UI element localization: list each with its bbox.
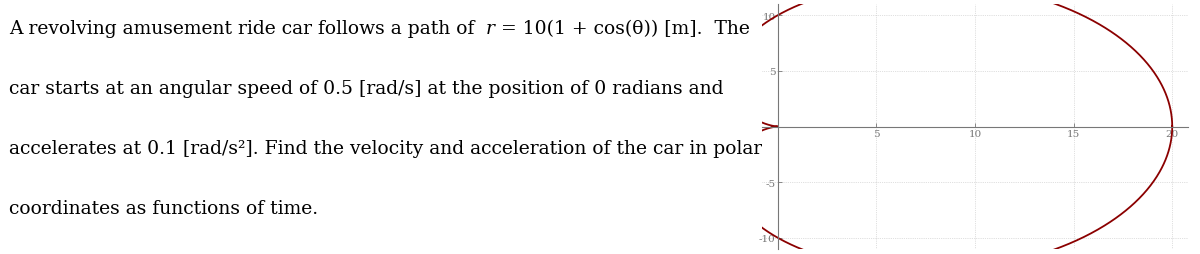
Text: A revolving amusement ride car follows a path of: A revolving amusement ride car follows a… [8, 20, 486, 38]
Text: coordinates as functions of time.: coordinates as functions of time. [8, 199, 318, 217]
Text: accelerates at 0.1 [rad/s²]. Find the velocity and acceleration of the car in po: accelerates at 0.1 [rad/s²]. Find the ve… [8, 140, 762, 158]
Text: r: r [486, 20, 496, 38]
Text: = 10(1 + cos(θ)) [m].  The: = 10(1 + cos(θ)) [m]. The [496, 20, 750, 38]
Text: car starts at an angular speed of 0.5 [rad/s] at the position of 0 radians and: car starts at an angular speed of 0.5 [r… [8, 80, 724, 98]
